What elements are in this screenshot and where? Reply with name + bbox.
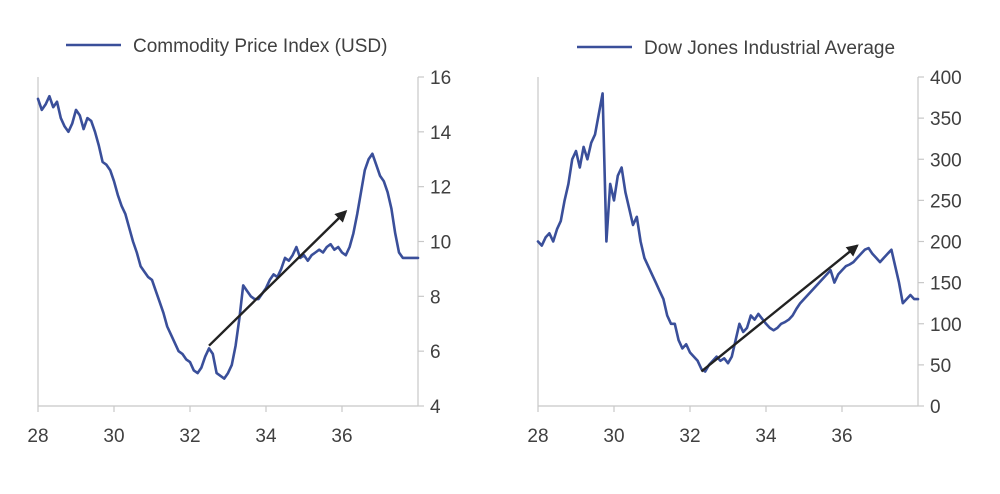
y-tick-label: 100 <box>930 315 962 336</box>
y-tick-label: 0 <box>930 397 941 418</box>
x-tick-label: 34 <box>255 426 277 447</box>
y-tick-label: 250 <box>930 191 962 212</box>
x-tick-label: 32 <box>179 426 200 447</box>
chart-panel-1: 28 30 32 34 36 4 6 8 10 12 14 16 Commodity Price Ind… <box>27 36 451 447</box>
y-tick-label: 8 <box>430 287 441 308</box>
x-tick-label: 28 <box>527 426 548 447</box>
y-tick-label: 4 <box>430 397 441 418</box>
chart-panel-2: 28 30 32 34 36 0 50 100 150 200 250 300 350 400 Dow Jo… <box>527 38 961 447</box>
y-tick-label: 14 <box>430 123 452 144</box>
trend-arrow <box>208 209 348 347</box>
y-tick-label: 12 <box>430 178 451 199</box>
y-tick-label: 350 <box>930 109 962 130</box>
y-tick-label: 50 <box>930 356 951 377</box>
y-tick-label: 6 <box>430 342 441 363</box>
x-tick-label: 28 <box>27 426 48 447</box>
y-tick-label: 300 <box>930 150 962 171</box>
x-tick-label: 36 <box>831 426 852 447</box>
x-tick-label: 30 <box>103 426 124 447</box>
x-tick-label: 32 <box>679 426 700 447</box>
trend-arrow <box>700 244 859 373</box>
y-tick-label: 10 <box>430 233 451 254</box>
x-tick-label: 30 <box>603 426 624 447</box>
legend-label: Commodity Price Index (USD) <box>133 36 387 57</box>
y-tick-label: 200 <box>930 233 962 254</box>
x-tick-label: 36 <box>331 426 352 447</box>
y-tick-label: 400 <box>930 68 962 89</box>
x-tick-label: 34 <box>755 426 777 447</box>
series-line <box>536 92 920 373</box>
y-tick-label: 16 <box>430 68 451 89</box>
y-tick-label: 150 <box>930 274 962 295</box>
series-line <box>36 94 420 380</box>
legend-label: Dow Jones Industrial Average <box>644 38 895 59</box>
